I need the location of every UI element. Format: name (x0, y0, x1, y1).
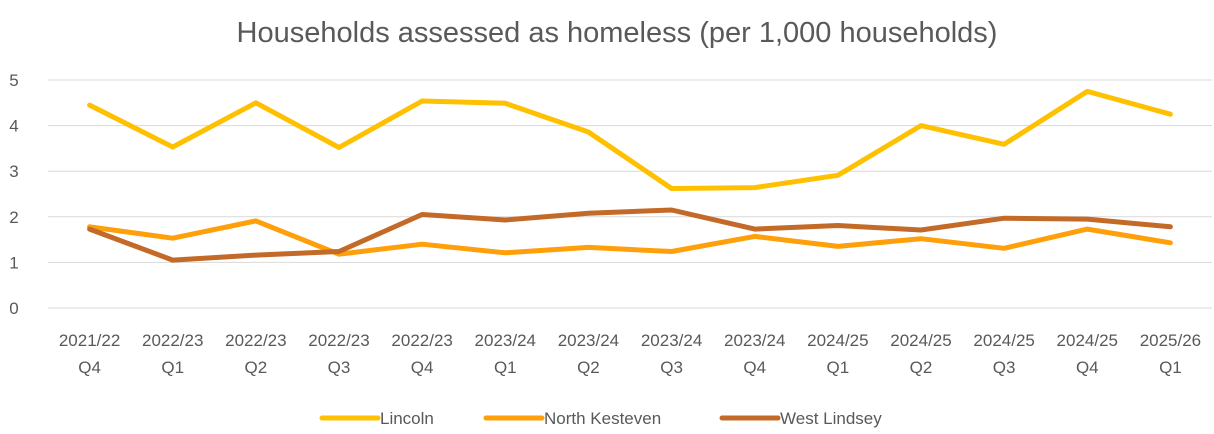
x-tick-label-quarter: Q4 (1076, 358, 1099, 377)
x-tick-label-quarter: Q1 (1159, 358, 1182, 377)
series-line-lincoln (87, 88, 1173, 191)
x-tick-label-period: 2024/25 (807, 331, 868, 350)
y-tick-label: 5 (9, 71, 18, 90)
x-tick-label-quarter: Q4 (743, 358, 766, 377)
x-tick-label-period: 2023/24 (724, 331, 785, 350)
x-tick-label-quarter: Q3 (328, 358, 351, 377)
x-tick-label-quarter: Q4 (78, 358, 101, 377)
legend: Lincoln North Kesteven West Lindsey (319, 409, 882, 428)
legend-label-west-lindsey: West Lindsey (780, 409, 882, 428)
series-lines (87, 88, 1173, 263)
y-tick-label: 1 (9, 253, 18, 272)
x-tick-label-period: 2025/26 (1140, 331, 1201, 350)
x-tick-label-period: 2023/24 (558, 331, 619, 350)
y-tick-label: 4 (9, 117, 18, 136)
series-line-west-lindsey (87, 207, 1173, 263)
legend-label-north-kesteven: North Kesteven (544, 409, 661, 428)
x-tick-label-quarter: Q1 (161, 358, 184, 377)
x-tick-label-period: 2022/23 (308, 331, 369, 350)
x-tick-label-period: 2024/25 (973, 331, 1034, 350)
x-tick-label-quarter: Q3 (993, 358, 1016, 377)
y-tick-label: 0 (9, 299, 18, 318)
gridlines (48, 79, 1212, 309)
x-axis-ticks: 2021/22 Q4 2022/23 Q1 2022/23 Q2 2022/23 Q3 2022… (59, 331, 1201, 377)
x-tick-label-quarter: Q1 (827, 358, 850, 377)
y-tick-label: 3 (9, 162, 18, 181)
y-tick-label: 2 (9, 208, 18, 227)
x-tick-label-period: 2022/23 (225, 331, 286, 350)
x-tick-label-quarter: Q2 (577, 358, 600, 377)
x-tick-label-period: 2023/24 (475, 331, 536, 350)
x-tick-label-period: 2021/22 (59, 331, 120, 350)
x-tick-label-quarter: Q2 (245, 358, 268, 377)
x-tick-label-period: 2023/24 (641, 331, 702, 350)
series-line-north-kesteven (87, 218, 1173, 257)
legend-label-lincoln: Lincoln (380, 409, 434, 428)
x-tick-label-period: 2024/25 (1057, 331, 1118, 350)
x-tick-label-period: 2022/23 (391, 331, 452, 350)
x-tick-label-period: 2022/23 (142, 331, 203, 350)
x-tick-label-period: 2024/25 (890, 331, 951, 350)
x-tick-label-quarter: Q2 (910, 358, 933, 377)
chart-title: Households assessed as homeless (per 1,0… (237, 17, 998, 49)
x-tick-label-quarter: Q3 (660, 358, 683, 377)
y-axis-ticks: 0 1 2 3 4 5 (9, 71, 18, 318)
x-tick-label-quarter: Q1 (494, 358, 517, 377)
x-tick-label-quarter: Q4 (411, 358, 434, 377)
